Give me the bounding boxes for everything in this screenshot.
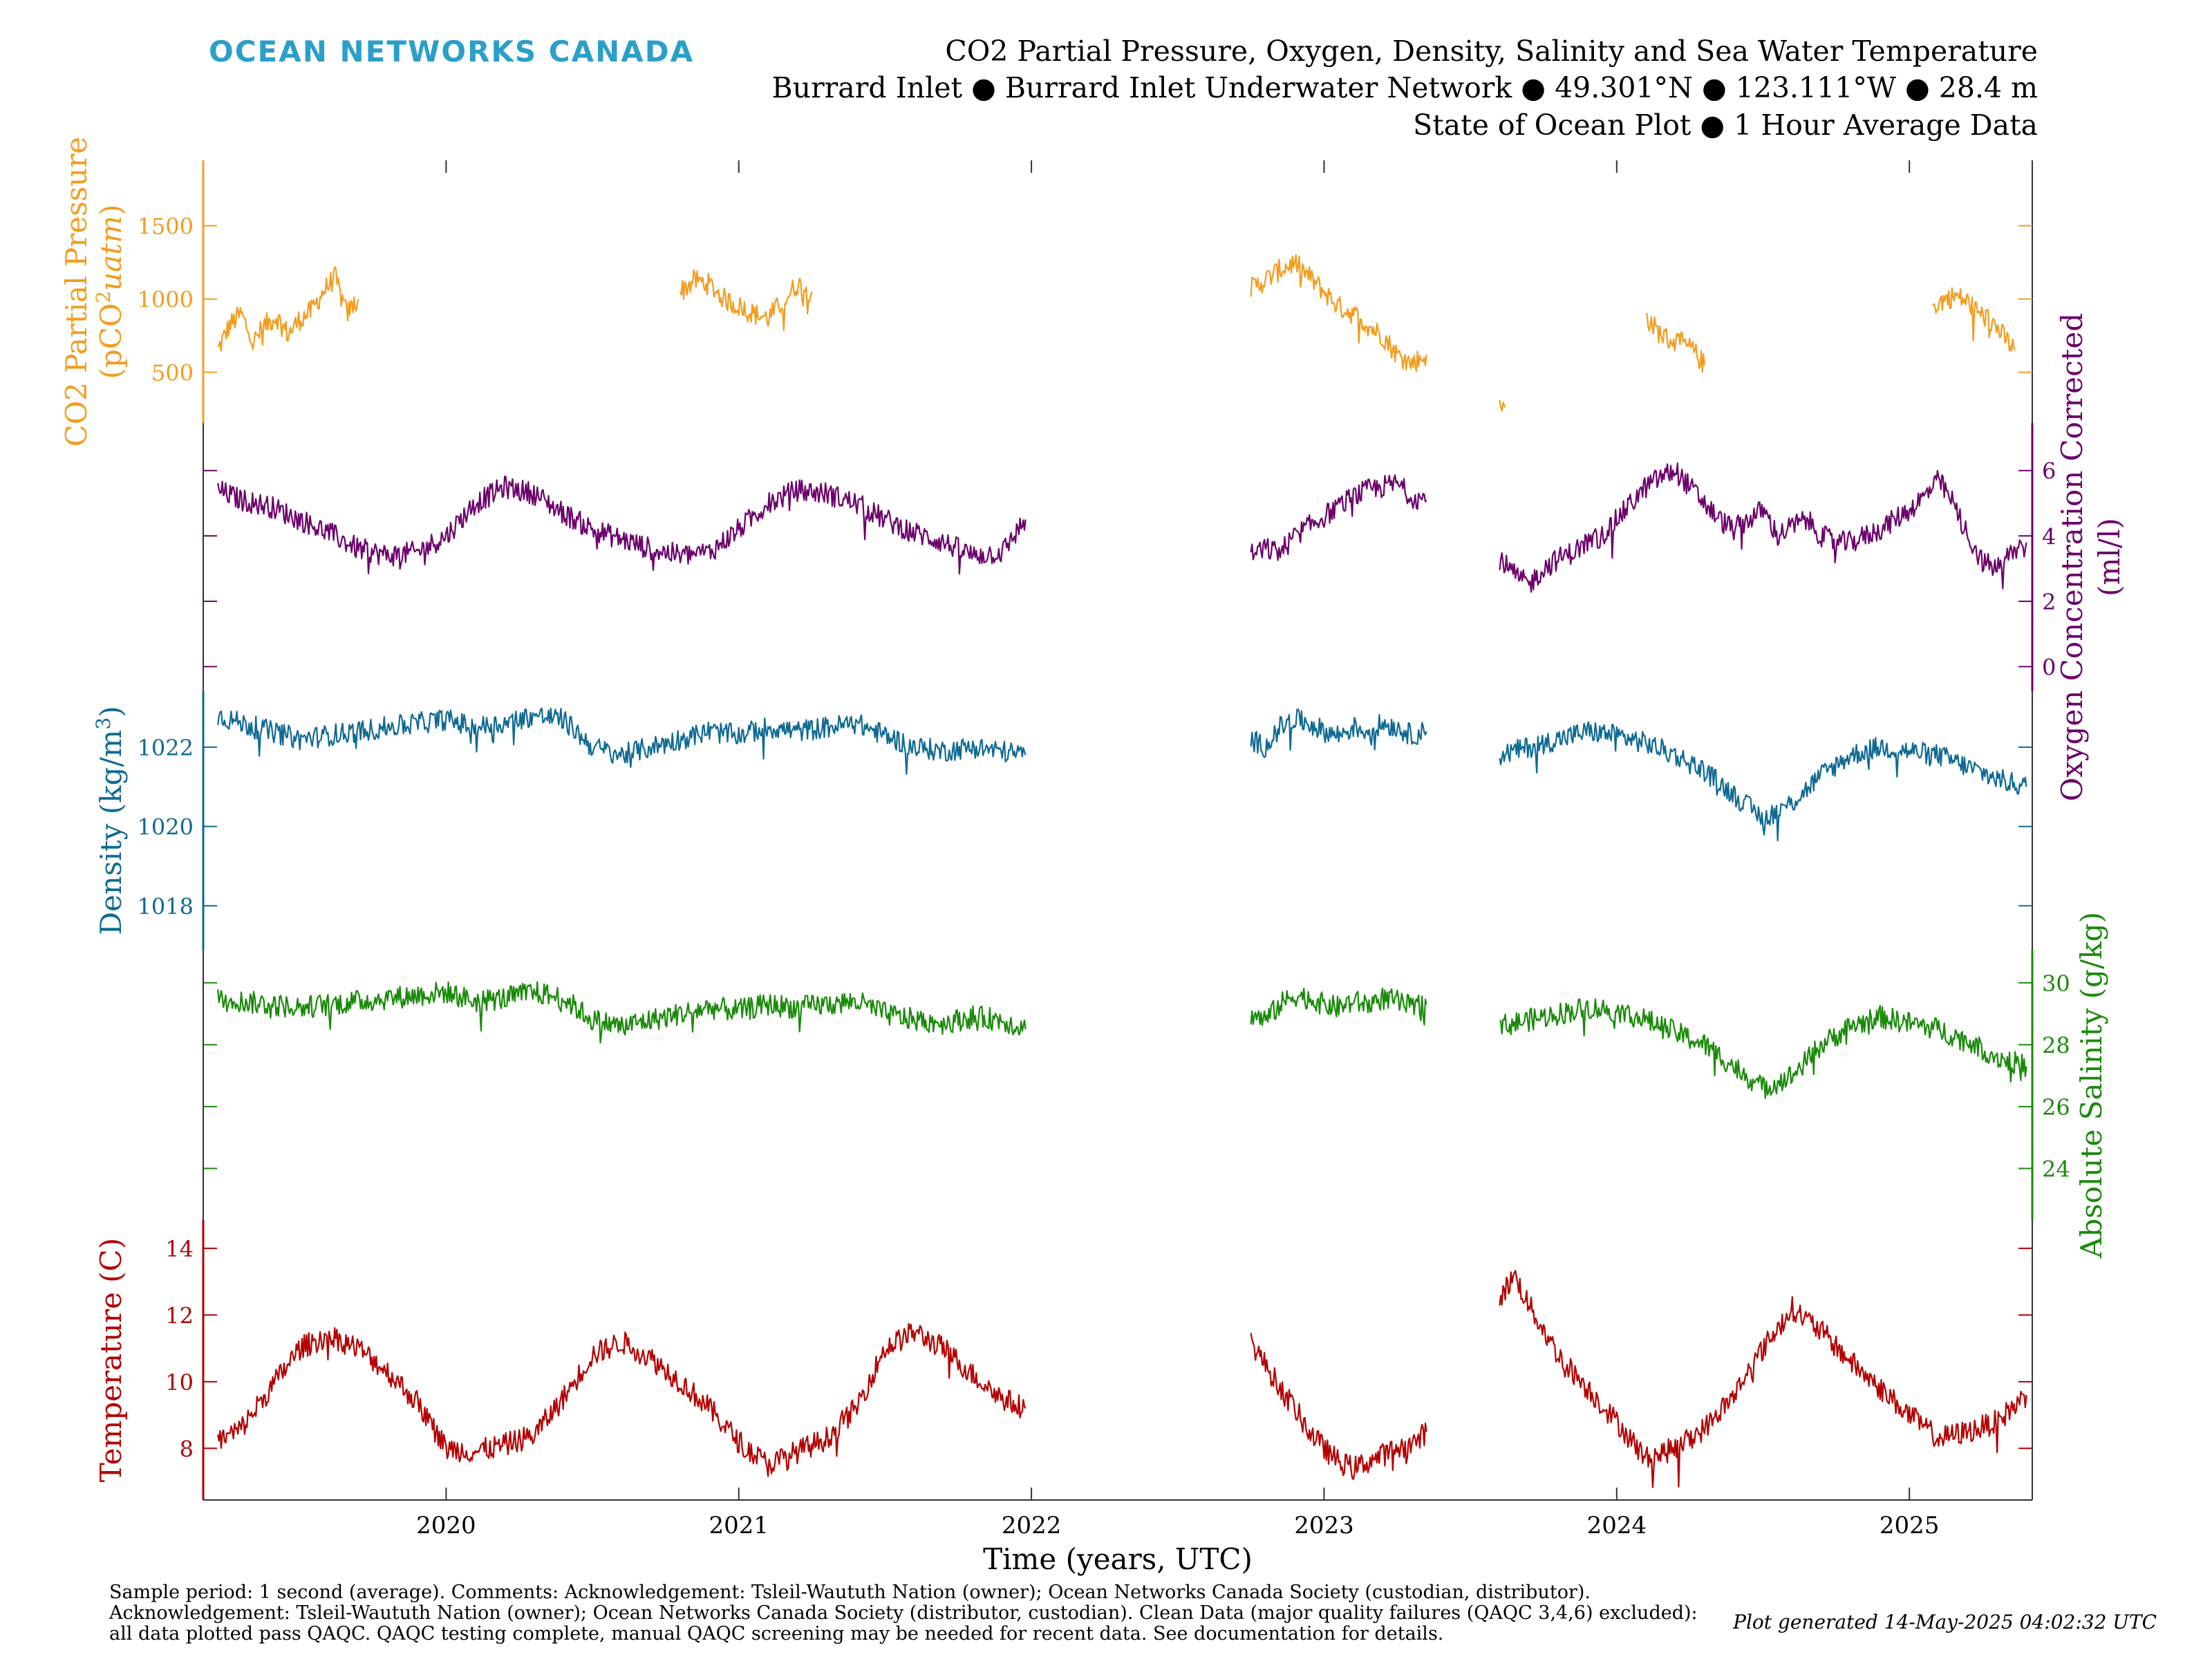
co2-series-0: [217, 266, 359, 352]
oxygen-y-tick-label: 0: [2042, 654, 2056, 680]
co2-y-tick-label: 1000: [138, 287, 194, 313]
density-y-label: Density (kg/m3): [92, 706, 129, 935]
salinity-y-label: Absolute Salinity (g/kg): [2074, 912, 2108, 1259]
co2-series-1: [679, 269, 813, 331]
oxygen-y-tick-label: 4: [2042, 523, 2056, 550]
density-y-label-group: Density (kg/m3): [92, 706, 129, 935]
temperature-y-label: Temperature (C): [94, 1238, 128, 1482]
chart-subtitle-location: Burrard Inlet ● Burrard Inlet Underwater…: [771, 71, 2038, 104]
co2-series-4: [1645, 312, 1705, 373]
x-tick-label: 2024: [1587, 1512, 1647, 1539]
salinity-series-2: [1499, 998, 2027, 1099]
plot-generated-timestamp: Plot generated 14-May-2025 04:02:32 UTC: [1733, 1611, 2157, 1633]
temperature-series-1: [1250, 1333, 1427, 1480]
temperature-y-tick-label: 10: [165, 1369, 194, 1396]
oxygen-series-2: [1499, 462, 2027, 593]
x-axis-label: Time (years, UTC): [983, 1542, 1253, 1576]
x-tick-label: 2022: [1002, 1512, 1062, 1539]
footer-comment-line-1: Sample period: 1 second (average). Comme…: [109, 1582, 1591, 1603]
salinity-y-label-group: Absolute Salinity (g/kg): [2074, 912, 2108, 1259]
x-tick-label: 2023: [1294, 1512, 1354, 1539]
brand-logo-text: OCEAN NETWORKS CANADA: [209, 35, 695, 68]
temperature-y-tick-label: 14: [165, 1236, 194, 1262]
x-tick-label: 2021: [709, 1512, 769, 1539]
temperature-series-0: [217, 1322, 1027, 1477]
salinity-series-1: [1250, 987, 1427, 1027]
co2-y-tick-label: 500: [151, 360, 194, 386]
co2-y-label-unit: (pCO2uatm): [92, 205, 129, 379]
x-tick-label: 2025: [1880, 1512, 1940, 1539]
density-series-2: [1499, 721, 2027, 842]
oxygen-y-tick-label: 6: [2042, 458, 2056, 485]
salinity-y-tick-label: 30: [2042, 971, 2070, 997]
temperature-y-tick-label: 12: [165, 1302, 194, 1329]
oxygen-y-tick-label: 2: [2042, 589, 2056, 615]
chart-title: CO2 Partial Pressure, Oxygen, Density, S…: [945, 35, 2038, 68]
temperature-y-tick-label: 8: [180, 1436, 194, 1462]
density-y-tick-label: 1018: [138, 893, 194, 919]
co2-y-tick-label: 1500: [138, 214, 194, 240]
x-tick-label: 2020: [416, 1512, 476, 1539]
oxygen-y-label: Oxygen Concentration Corrected: [2055, 313, 2089, 801]
density-y-tick-label: 1022: [138, 735, 194, 761]
co2-series-3: [1499, 400, 1506, 412]
salinity-y-tick-label: 26: [2042, 1094, 2070, 1121]
co2-series-2: [1250, 254, 1427, 373]
oxygen-y-label-group: Oxygen Concentration Corrected (ml/l): [2055, 313, 2126, 801]
density-y-tick-label: 1020: [138, 814, 194, 841]
footer-comment-line-2: Acknowledgement: Tsleil-Waututh Nation (…: [109, 1602, 1698, 1624]
oxygen-series-0: [217, 475, 1027, 575]
chart-subtitle-plot-type: State of Ocean Plot ● 1 Hour Average Dat…: [1413, 109, 2038, 142]
salinity-series-0: [217, 981, 1027, 1044]
co2-y-label: CO2 Partial Pressure: [59, 137, 93, 447]
co2-series-5: [1932, 287, 2016, 352]
density-series-0: [217, 707, 1027, 775]
salinity-y-tick-label: 24: [2042, 1156, 2070, 1182]
temperature-y-label-group: Temperature (C): [94, 1238, 128, 1482]
density-series-1: [1250, 709, 1427, 758]
oxygen-series-1: [1250, 474, 1427, 561]
salinity-y-tick-label: 28: [2042, 1032, 2070, 1058]
footer-comment-line-3: all data plotted pass QAQC. QAQC testing…: [109, 1623, 1444, 1644]
temperature-series-2: [1499, 1270, 2027, 1488]
co2-y-label-group: CO2 Partial Pressure (pCO2uatm): [59, 137, 128, 447]
oxygen-y-label-unit: (ml/l): [2092, 518, 2126, 597]
